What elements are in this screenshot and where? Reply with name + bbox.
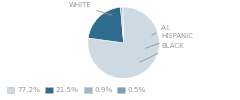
Text: WHITE: WHITE [68, 2, 112, 15]
Wedge shape [88, 7, 124, 43]
Wedge shape [88, 7, 159, 78]
Text: BLACK: BLACK [140, 43, 184, 62]
Legend: 77.2%, 21.5%, 0.9%, 0.5%: 77.2%, 21.5%, 0.9%, 0.5% [4, 84, 149, 96]
Wedge shape [120, 7, 124, 43]
Text: HISPANIC: HISPANIC [146, 33, 193, 48]
Text: A.I.: A.I. [152, 25, 172, 35]
Wedge shape [122, 7, 124, 43]
